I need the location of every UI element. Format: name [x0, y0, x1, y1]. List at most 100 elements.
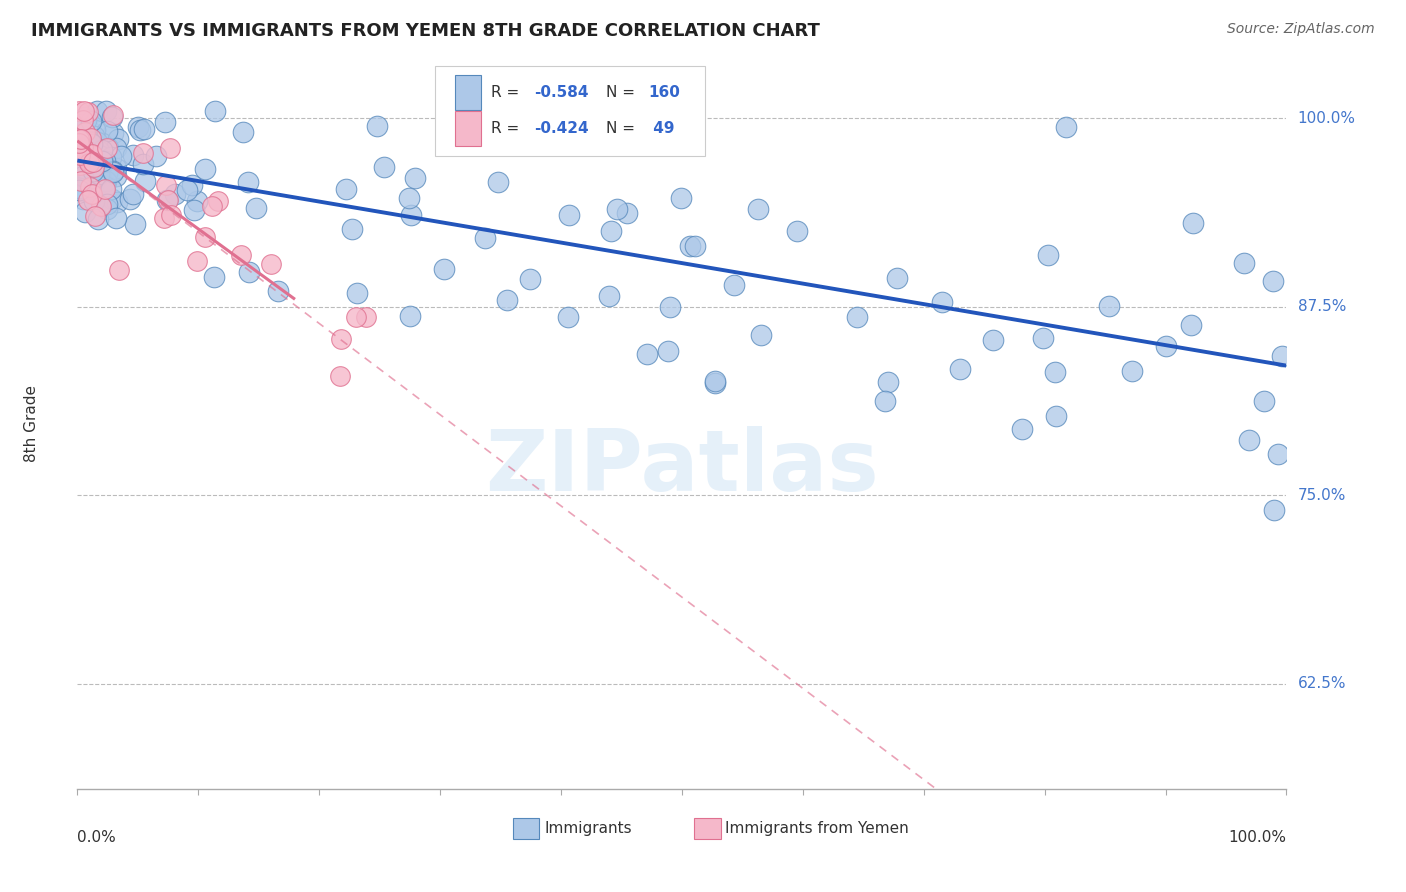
Point — [87, 167, 110, 181]
Point — [76, 174, 98, 188]
Point — [75, 110, 97, 124]
Point — [77, 156, 100, 170]
Point — [1181, 216, 1204, 230]
Point — [238, 265, 260, 279]
Point — [70, 181, 93, 195]
Point — [69, 160, 91, 174]
Point — [105, 194, 128, 209]
Point — [93, 153, 115, 168]
Point — [669, 191, 692, 205]
Point — [1154, 338, 1177, 352]
Text: 75.0%: 75.0% — [1298, 488, 1346, 503]
Text: N =: N = — [606, 85, 640, 100]
Point — [83, 136, 105, 150]
Point — [79, 180, 101, 194]
Point — [1098, 299, 1121, 313]
Point — [69, 147, 91, 161]
Point — [231, 248, 253, 262]
Point — [145, 149, 167, 163]
Point — [105, 211, 128, 225]
Point — [346, 285, 368, 300]
Point — [100, 181, 122, 195]
Point — [82, 152, 104, 166]
Point — [80, 148, 103, 162]
Text: 100.0%: 100.0% — [1298, 111, 1355, 126]
Point — [105, 161, 128, 175]
Point — [72, 140, 94, 154]
Point — [101, 193, 124, 207]
Point — [75, 205, 97, 219]
Point — [1045, 365, 1067, 379]
Point — [83, 152, 105, 166]
Point — [598, 289, 620, 303]
Point — [96, 202, 118, 217]
Point — [69, 166, 91, 180]
Point — [79, 131, 101, 145]
Point — [122, 148, 145, 162]
Point — [105, 141, 128, 155]
Point — [153, 115, 176, 129]
Point — [89, 145, 111, 159]
Point — [846, 310, 869, 324]
Point — [558, 208, 581, 222]
Point — [83, 122, 105, 136]
Point — [159, 208, 181, 222]
Point — [124, 217, 146, 231]
Point — [72, 184, 94, 198]
Point — [204, 103, 226, 118]
Point — [73, 125, 96, 139]
Point — [101, 111, 124, 125]
Point — [100, 150, 122, 164]
Point — [90, 149, 112, 163]
Point — [404, 170, 426, 185]
Point — [89, 168, 111, 182]
Point — [373, 160, 395, 174]
Point — [266, 284, 288, 298]
Text: -0.424: -0.424 — [534, 121, 589, 136]
Point — [183, 202, 205, 217]
Point — [77, 148, 100, 162]
Point — [1261, 274, 1284, 288]
FancyBboxPatch shape — [436, 66, 704, 156]
Point — [1180, 318, 1202, 332]
Point — [83, 128, 105, 143]
Point — [77, 152, 100, 166]
Point — [73, 161, 96, 176]
Point — [75, 162, 97, 177]
Point — [72, 112, 94, 127]
Point — [401, 208, 423, 222]
Point — [599, 224, 621, 238]
Point — [103, 163, 125, 178]
Point — [749, 328, 772, 343]
Point — [366, 119, 388, 133]
Point — [91, 153, 114, 168]
Point — [96, 197, 118, 211]
Point — [77, 153, 100, 168]
Point — [354, 310, 377, 324]
Point — [69, 147, 91, 161]
Point — [1032, 331, 1054, 345]
Point — [67, 181, 90, 195]
Point — [163, 186, 186, 201]
Point — [80, 151, 103, 165]
Point — [90, 154, 112, 169]
Point — [703, 374, 725, 388]
Text: Immigrants: Immigrants — [544, 822, 631, 837]
Point — [83, 177, 105, 191]
Point — [76, 105, 98, 120]
Point — [657, 343, 679, 358]
Point — [76, 144, 98, 158]
Point — [79, 135, 101, 149]
Point — [70, 133, 93, 147]
Point — [433, 262, 456, 277]
Point — [981, 334, 1004, 348]
Point — [67, 132, 90, 146]
Text: Source: ZipAtlas.com: Source: ZipAtlas.com — [1227, 22, 1375, 37]
Point — [659, 301, 682, 315]
Point — [69, 103, 91, 118]
Point — [207, 194, 229, 209]
Point — [86, 135, 108, 149]
Point — [69, 141, 91, 155]
Point — [101, 165, 124, 179]
Point — [93, 154, 115, 169]
